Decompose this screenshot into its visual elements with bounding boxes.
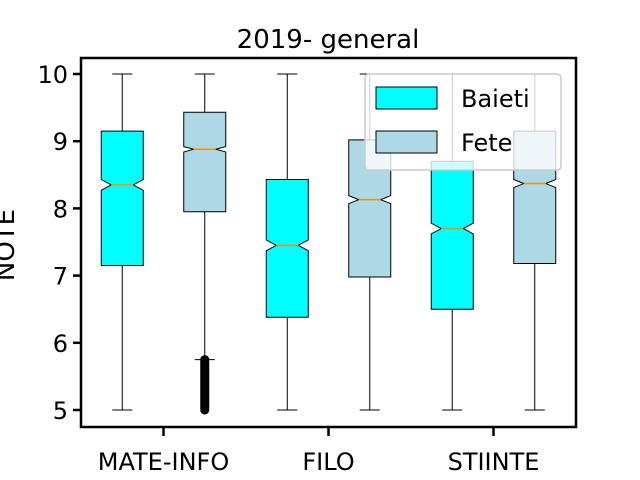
plot-area [100,73,557,415]
legend-swatch-baieti [375,86,438,110]
y-tick-label: 5 [53,397,68,425]
y-tick-label: 9 [53,128,68,156]
x-tick-label: MATE-INFO [98,448,229,476]
y-axis-label: NOTE [0,209,21,281]
box-baieti [265,179,309,318]
box-fete [183,111,227,213]
box-baieti [100,130,144,267]
legend: Baieti Fete [364,73,562,171]
plot-frame [79,56,578,429]
y-tick-label: 6 [53,330,68,358]
y-tick-label: 7 [53,263,68,291]
axis-ticks: 5 6 7 8 9 10 MATE-INFO FILO STIINTE [37,61,539,476]
legend-label-baieti: Baieti [461,85,530,113]
legend-swatch-fete [375,130,438,154]
y-tick-label: 10 [37,61,68,89]
chart-title: 2019- general [237,25,420,55]
x-tick-label: FILO [302,448,354,476]
y-tick-label: 8 [53,195,68,223]
x-tick-label: STIINTE [448,448,540,476]
box-baieti [430,160,474,310]
legend-label-fete: Fete [461,129,512,157]
